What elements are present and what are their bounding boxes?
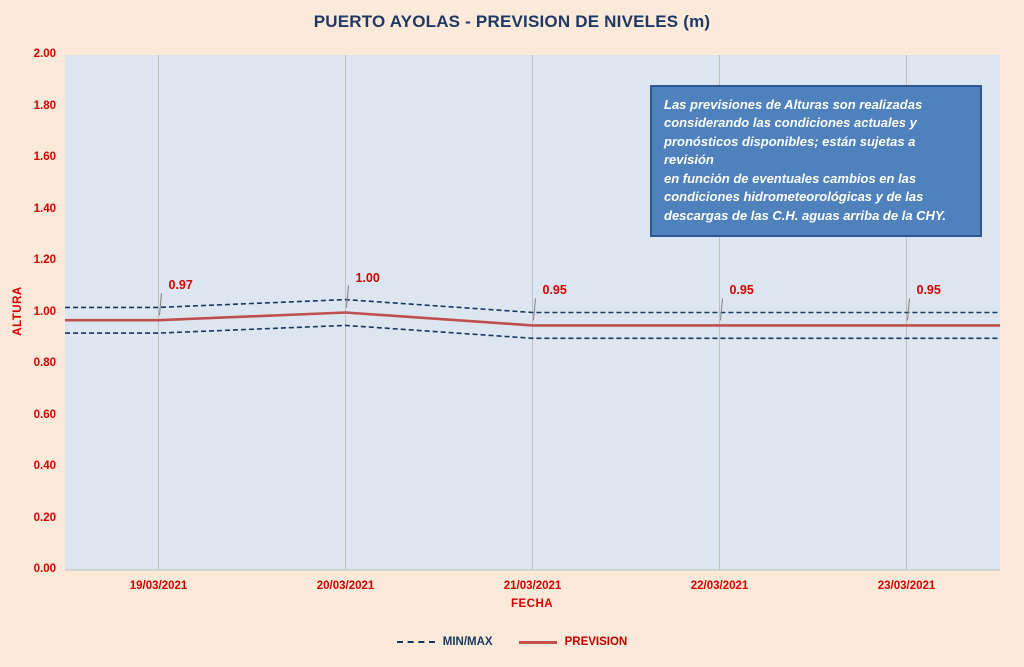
y-tick-label: 1.80 xyxy=(33,99,56,112)
data-label: 1.00 xyxy=(355,270,380,285)
data-label-leader-line xyxy=(346,285,349,308)
y-axis-title: ALTURA xyxy=(12,286,24,336)
y-tick-label: 0.40 xyxy=(33,460,56,472)
x-tick-label: 22/03/2021 xyxy=(690,580,749,592)
data-label: 0.95 xyxy=(542,283,567,298)
legend: MIN/MAX PREVISION xyxy=(0,636,1024,648)
y-tick-label: 0.80 xyxy=(33,357,56,369)
x-tick-label: 19/03/2021 xyxy=(129,580,188,592)
data-label: 0.95 xyxy=(916,283,941,298)
legend-item-prevision: PREVISION xyxy=(518,636,628,648)
x-tick-label: 20/03/2021 xyxy=(316,580,375,592)
data-label-leader-line xyxy=(159,293,162,316)
legend-label-minmax: MIN/MAX xyxy=(442,636,493,648)
y-tick-label: 1.40 xyxy=(33,202,56,215)
series-line-max xyxy=(65,298,1000,314)
x-tick-label: 21/03/2021 xyxy=(503,580,562,592)
data-label: 0.97 xyxy=(168,278,193,293)
data-label: 0.95 xyxy=(729,283,754,298)
y-tick-label: 0.00 xyxy=(33,563,56,575)
annotation-text: Las previsiones de Alturas son realizada… xyxy=(664,97,947,223)
series-line-min xyxy=(65,324,1000,340)
legend-item-minmax: MIN/MAX xyxy=(396,636,493,648)
x-tick-label: 23/03/2021 xyxy=(877,580,936,592)
y-tick-label: 0.20 xyxy=(33,511,56,524)
y-tick-label: 1.60 xyxy=(33,151,56,163)
y-tick-label: 0.60 xyxy=(33,408,56,421)
annotation-box: Las previsiones de Alturas son realizada… xyxy=(650,85,982,238)
series-line-prevision xyxy=(65,311,1000,327)
data-label-leader-line xyxy=(533,298,536,321)
x-axis-title: FECHA xyxy=(510,598,554,610)
data-label-leader-line xyxy=(720,298,723,321)
minmax-line-sample-icon xyxy=(396,641,435,643)
y-tick-label: 2.00 xyxy=(33,48,56,60)
y-tick-label: 1.20 xyxy=(33,254,56,266)
y-tick-label: 1.00 xyxy=(33,305,56,318)
legend-label-prevision: PREVISION xyxy=(564,636,628,648)
data-label-leader-line xyxy=(907,298,910,321)
prevision-line-sample-icon xyxy=(518,640,557,644)
chart-title: PUERTO AYOLAS - PREVISION DE NIVELES (m) xyxy=(313,12,711,31)
